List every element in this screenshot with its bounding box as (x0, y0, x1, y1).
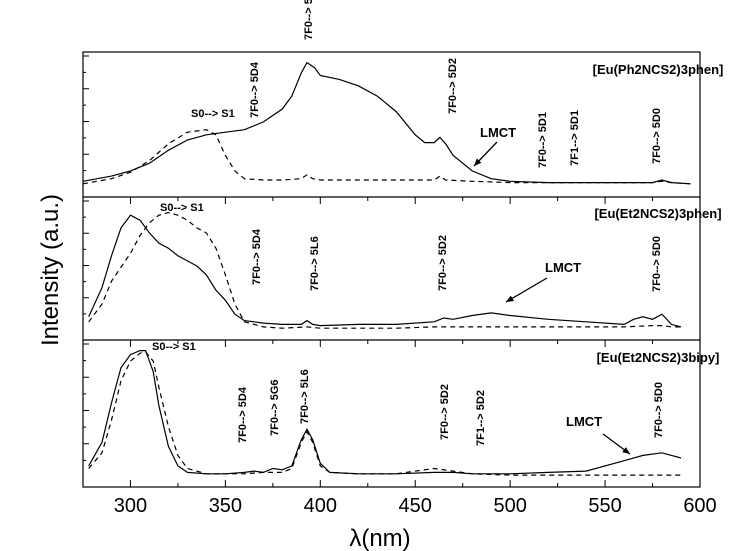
lmct-arrowhead (622, 447, 630, 454)
x-tick-label: 400 (304, 495, 337, 517)
plot-frame (82, 51, 701, 488)
transition-annotation: 7F0--> 5D4 (249, 61, 261, 118)
transition-annotation: S0--> S1 (152, 341, 196, 353)
lmct-arrow (505, 277, 548, 303)
series-line-p2-solid (88, 214, 682, 328)
panel-label: [Eu(Et2NCS2)3phen] (594, 206, 721, 221)
transition-annotation: 7F0--> 5D0 (651, 236, 663, 292)
transition-annotation: 7F0--> 5D4 (237, 386, 249, 443)
transition-annotation: 7F0--> 5L6 (309, 236, 321, 291)
transition-annotation: 7F0--> 5D2 (437, 235, 449, 291)
x-tick-label: 300 (114, 495, 147, 517)
y-axis-label: Intensity (a.u.) (37, 194, 64, 346)
series-line-p1-solid (82, 61, 691, 185)
transition-annotation: 7F1--> 5D2 (475, 390, 487, 446)
x-tick-label: 600 (683, 495, 716, 517)
lmct-arrowhead (474, 158, 482, 166)
transition-annotation: S0--> S1 (160, 202, 204, 214)
transition-annotation: S0--> S1 (191, 108, 235, 120)
series-line-p3-dashed (88, 351, 681, 476)
transition-annotation: 7F0--> 5D2 (439, 384, 451, 440)
series-layer (82, 61, 691, 476)
plot-border (82, 51, 701, 488)
transition-annotation: 7F0--> 5D2 (447, 58, 459, 114)
series-line-p1-dashed (82, 129, 691, 185)
panel-label: [Eu(Ph2NCS2)3phen] (593, 62, 724, 77)
x-tick-label: 500 (493, 495, 526, 517)
x-axis-label: λ(nm) (349, 525, 410, 551)
series-line-p2-dashed (88, 211, 681, 329)
transition-annotation: 7F0--> 5D0 (651, 108, 663, 164)
transition-annotation: 7F1--> 5D1 (569, 110, 581, 166)
panel-label: [Eu(Et2NCS2)3bipy] (597, 350, 720, 365)
transition-annotation: 7F0--> 5D0 (653, 382, 665, 438)
annotation-layer: [Eu(Ph2NCS2)3phen] [Eu(Et2NCS2)3phen] [Eu(… (152, 0, 724, 455)
transition-annotation: 7F0--> 5L6 (303, 0, 315, 40)
lmct-arrowhead (506, 295, 514, 302)
tick-layer: 300 350 400 450 500 550 600 (82, 55, 717, 517)
lmct-label: LMCT (480, 125, 516, 140)
transition-annotation: 7F0--> 5D1 (537, 112, 549, 168)
lmct-label: LMCT (566, 414, 602, 429)
x-tick-label: 550 (588, 495, 621, 517)
transition-annotation: 7F0--> 5D4 (251, 228, 263, 285)
x-tick-label: 450 (399, 495, 432, 517)
x-tick-label: 350 (209, 495, 242, 517)
transition-annotation: 7F0--> 5G6 (269, 379, 281, 436)
lmct-label: LMCT (545, 260, 581, 275)
transition-annotation: 7F0--> 5L6 (299, 369, 311, 424)
